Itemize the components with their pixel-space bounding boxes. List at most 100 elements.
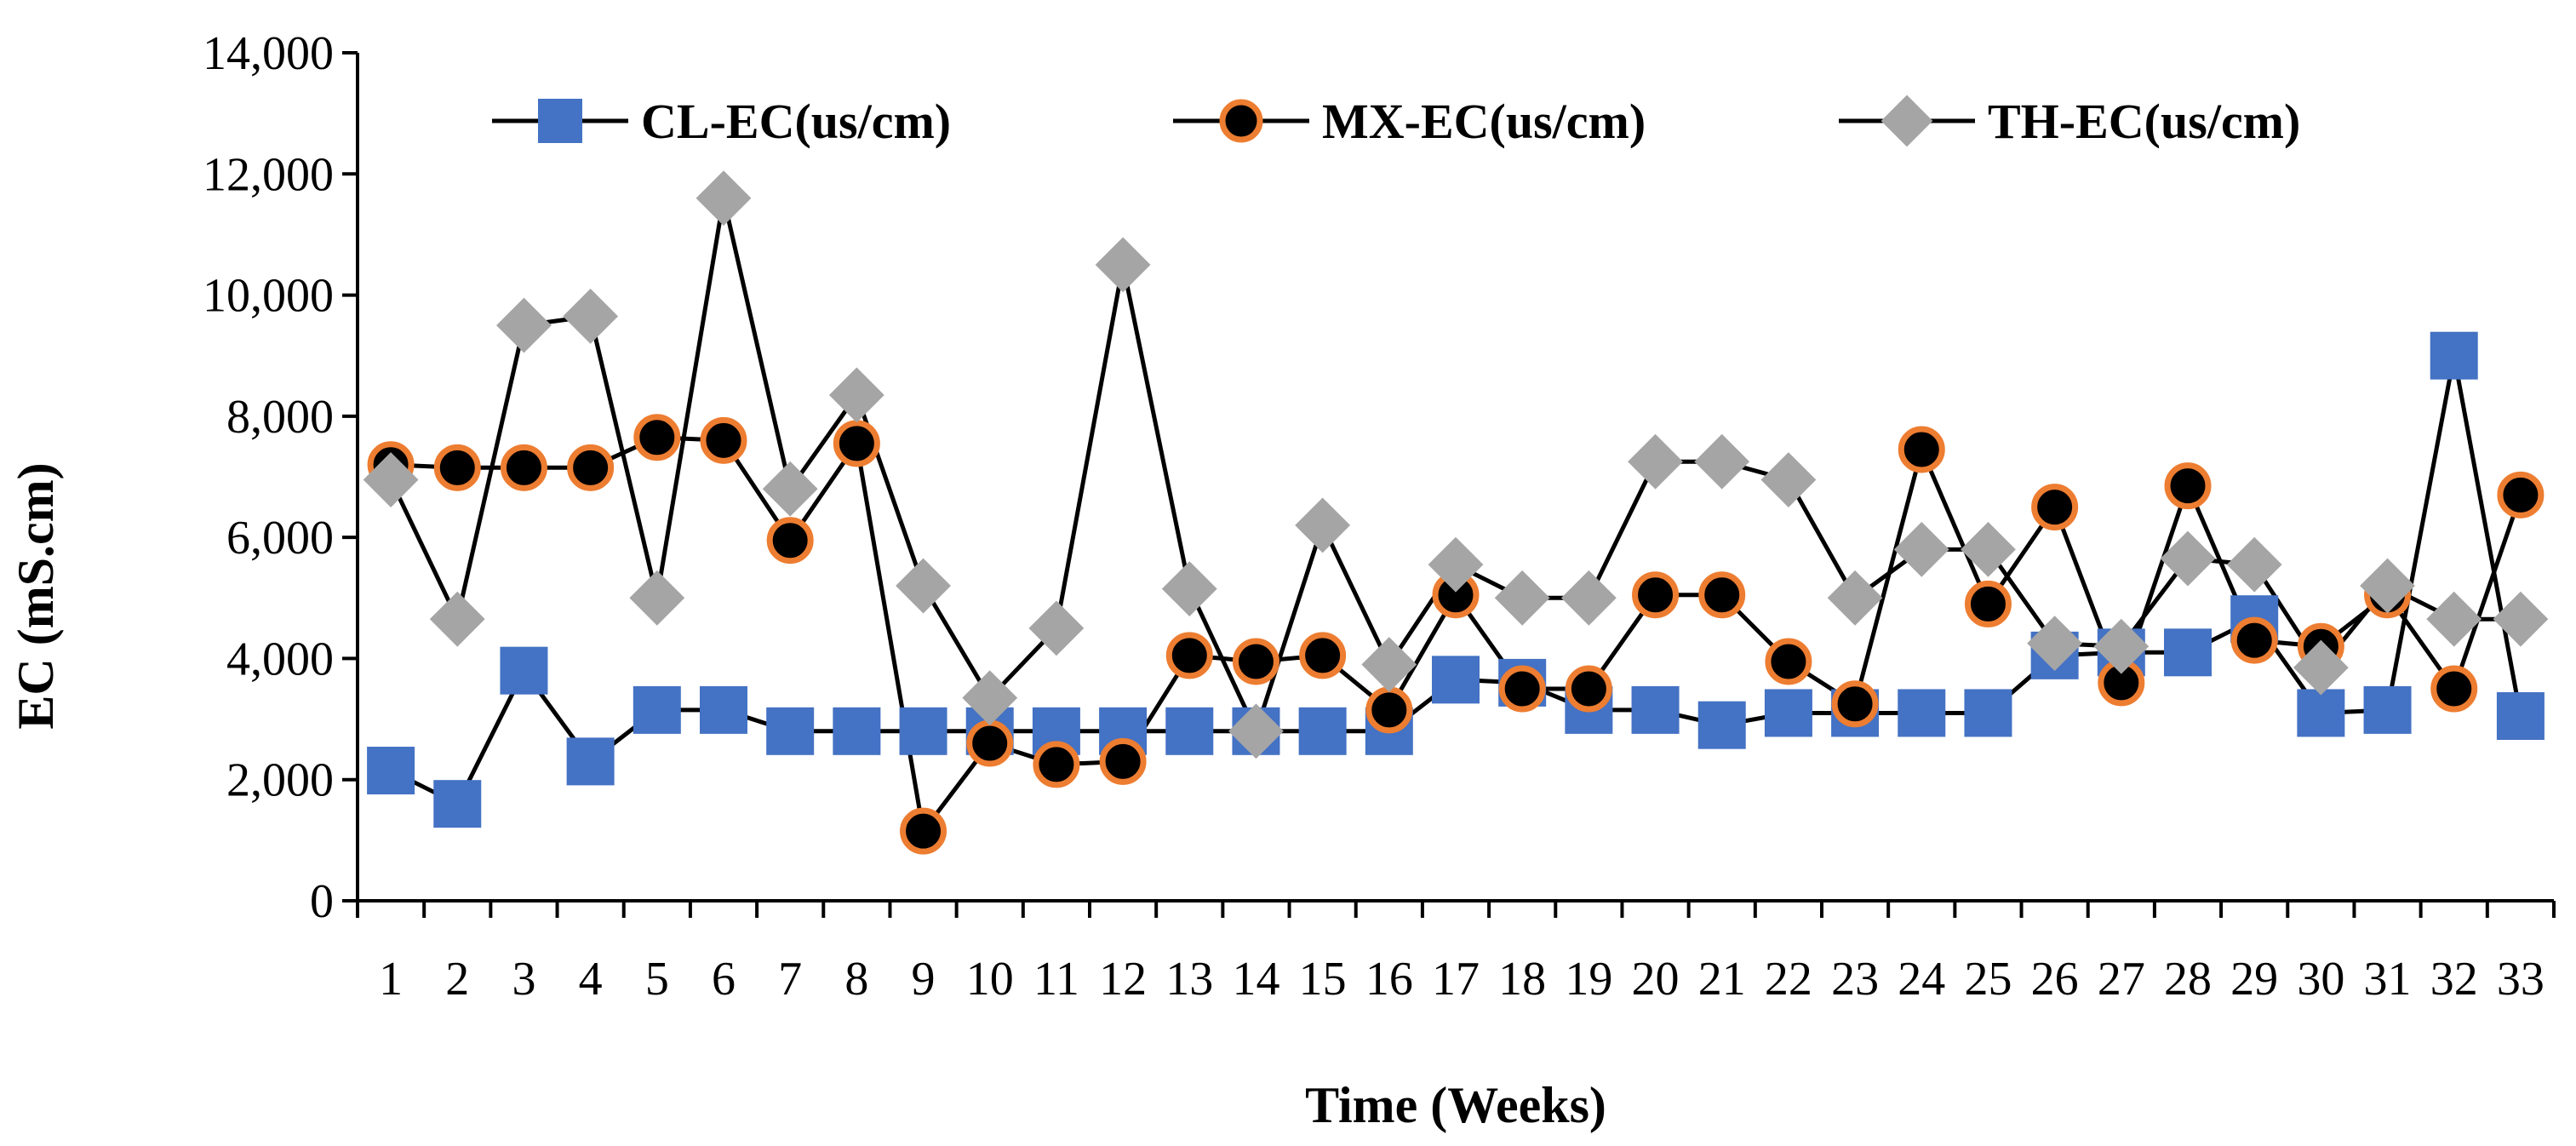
legend-marker-square: [538, 99, 582, 143]
x-tick-label: 25: [1964, 953, 2012, 1006]
data-point-circle: [1565, 665, 1612, 713]
data-point-square: [2363, 685, 2412, 734]
data-point-diamond: [496, 297, 552, 353]
data-point-square: [1898, 689, 1946, 737]
x-tick-label: 12: [1099, 953, 1147, 1006]
data-point-diamond: [1161, 561, 1217, 617]
y-tick-label: 4,000: [226, 633, 334, 685]
data-point-diamond: [2426, 591, 2482, 647]
x-tick-label: 5: [645, 953, 669, 1006]
x-tick-label: 28: [2164, 953, 2212, 1006]
data-point-square: [2297, 689, 2345, 737]
data-point-diamond: [563, 289, 619, 344]
data-point-circle: [433, 444, 481, 491]
data-point-circle: [1299, 632, 1347, 679]
data-point-diamond: [2093, 618, 2150, 674]
data-point-circle: [1898, 426, 1945, 473]
data-point-circle: [1033, 741, 1080, 788]
y-tick-label: 12,000: [203, 148, 334, 201]
data-point-square: [2430, 331, 2478, 380]
data-point-circle: [2031, 484, 2079, 531]
data-point-circle: [1232, 638, 1279, 685]
x-tick-label: 27: [2098, 953, 2145, 1006]
data-point-circle: [1099, 737, 1147, 785]
legend: CL-EC(us/cm) MX-EC(us/cm) TH-EC(us/cm): [492, 94, 2300, 149]
data-point-diamond: [1428, 536, 1484, 593]
data-point-diamond: [1760, 452, 1817, 507]
data-point-diamond: [1827, 570, 1883, 626]
x-tick-label: 1: [379, 953, 403, 1006]
x-tick-label: 23: [1831, 953, 1879, 1006]
data-point-circle: [966, 719, 1014, 767]
data-point-circle: [1365, 686, 1413, 734]
data-point-circle: [2430, 665, 2478, 713]
data-point-circle: [1831, 680, 1879, 728]
data-point-square: [766, 707, 815, 755]
data-point-diamond: [2027, 616, 2083, 672]
x-tick-label: 31: [2364, 953, 2412, 1006]
x-tick-label: 17: [1432, 953, 1480, 1006]
data-point-diamond: [1228, 703, 1284, 759]
data-point-square: [1165, 707, 1214, 755]
x-tick-label: 9: [912, 953, 936, 1006]
data-point-square: [367, 747, 415, 795]
y-axis-title: EC (mS.cm): [8, 462, 64, 729]
x-tick-label: 33: [2497, 953, 2545, 1006]
legend-label: TH-EC(us/cm): [1988, 94, 2300, 149]
x-tick-label: 11: [1033, 953, 1079, 1006]
series-circle-points: [367, 414, 2545, 855]
data-point-circle: [2497, 471, 2545, 519]
x-tick-label: 24: [1898, 953, 1945, 1006]
data-point-diamond: [696, 170, 752, 226]
legend-label: CL-EC(us/cm): [641, 94, 951, 149]
x-axis-title: Time (Weeks): [1305, 1077, 1606, 1133]
x-tick-label: 3: [512, 953, 535, 1006]
data-point-square: [2496, 692, 2545, 741]
data-point-square: [2164, 628, 2212, 677]
series-diamond-points: [363, 170, 2549, 759]
data-point-square: [1764, 689, 1812, 737]
data-point-square: [899, 707, 947, 755]
data-point-diamond: [2226, 536, 2282, 593]
data-point-circle: [2164, 462, 2212, 510]
data-point-diamond: [896, 558, 951, 614]
x-tick-label: 8: [844, 953, 868, 1006]
data-point-circle: [766, 517, 814, 564]
data-point-diamond: [1694, 433, 1750, 490]
data-point-diamond: [828, 367, 884, 423]
legend-marker-circle: [1219, 99, 1263, 143]
x-tick-label: 26: [2031, 953, 2079, 1006]
x-tick-label: 6: [712, 953, 736, 1006]
x-tick-label: 19: [1565, 953, 1612, 1006]
x-tick-label: 10: [966, 953, 1014, 1006]
x-tick-label: 4: [579, 953, 603, 1006]
y-tick-label: 2,000: [226, 754, 334, 807]
data-point-diamond: [429, 591, 485, 647]
data-point-circle: [1165, 632, 1213, 679]
data-point-diamond: [962, 670, 1018, 726]
data-point-square: [1964, 689, 2012, 737]
data-point-diamond: [629, 570, 685, 626]
x-tick-label: 13: [1165, 953, 1213, 1006]
data-point-circle: [1498, 665, 1546, 713]
x-tick-label: 21: [1698, 953, 1746, 1006]
data-point-diamond: [2493, 591, 2549, 647]
y-tick-label: 8,000: [226, 391, 334, 444]
data-point-diamond: [1893, 521, 1949, 577]
x-tick-label: 20: [1632, 953, 1680, 1006]
data-point-circle: [1632, 571, 1680, 619]
data-point-circle: [2230, 616, 2278, 664]
legend-item: TH-EC(us/cm): [1839, 94, 2300, 149]
x-tick-label: 29: [2230, 953, 2278, 1006]
x-tick-label: 22: [1765, 953, 1812, 1006]
legend-item: MX-EC(us/cm): [1173, 94, 1646, 149]
series-markers: [363, 170, 2549, 855]
data-point-circle: [1964, 580, 2012, 627]
x-tick-label: 16: [1365, 953, 1413, 1006]
x-tick-label: 32: [2430, 953, 2478, 1006]
x-tick-label: 18: [1498, 953, 1546, 1006]
data-point-circle: [567, 444, 615, 491]
data-point-circle: [500, 444, 547, 491]
